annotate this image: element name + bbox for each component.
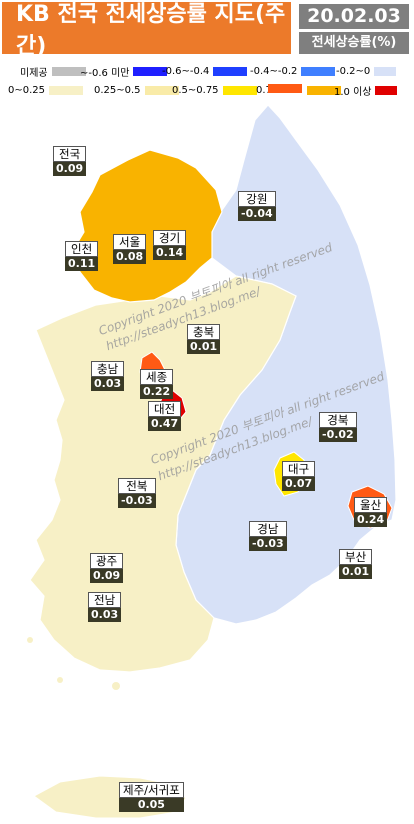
legend-swatch — [301, 66, 336, 76]
region-label-incheon: 인천 0.11 — [65, 241, 99, 271]
legend-swatch — [144, 85, 179, 95]
region-name: 전남 — [88, 592, 122, 608]
region-name: 경남 — [249, 521, 287, 537]
legend-swatch — [51, 66, 86, 76]
region-label-daejeon: 대전 0.47 — [148, 401, 182, 431]
region-label-jeonnam: 전남 0.03 — [88, 592, 122, 622]
region-label-jeju: 제주/서귀포 0.05 — [119, 782, 184, 812]
region-name: 부산 — [339, 549, 373, 565]
region-label-gyeongbuk: 경북 -0.02 — [319, 412, 357, 442]
region-value: -0.04 — [238, 207, 276, 221]
region-value: 0.01 — [187, 340, 221, 354]
region-value: -0.02 — [319, 428, 357, 442]
legend-swatch — [49, 85, 84, 95]
region-name: 광주 — [90, 553, 124, 569]
region-value: 0.11 — [65, 257, 99, 271]
legend-swatch — [133, 66, 168, 76]
region-shape-gyeonggi — [71, 149, 223, 303]
region-label-national: 전국 0.09 — [53, 146, 87, 176]
legend-label: -0.2~0 — [336, 65, 371, 77]
region-value: 0.03 — [88, 608, 122, 622]
region-value: 0.07 — [282, 477, 316, 491]
region-name: 전국 — [53, 146, 87, 162]
legend-item: 1.0 이상 — [334, 82, 398, 98]
region-value: 0.03 — [91, 377, 125, 391]
legend-label: ~-0.6 미만 — [80, 67, 130, 79]
legend-swatch — [222, 85, 257, 95]
region-name: 전북 — [118, 478, 156, 494]
region-name: 경기 — [153, 230, 187, 246]
region-value: 0.09 — [90, 569, 124, 583]
region-value: 0.24 — [354, 513, 388, 527]
region-name: 강원 — [238, 191, 276, 207]
region-name: 제주/서귀포 — [119, 782, 184, 798]
date-badge: 20.02.03 — [299, 4, 409, 29]
legend-item: -0.2~0 — [336, 63, 397, 79]
legend-swatch — [268, 84, 302, 93]
region-label-gyeongnam: 경남 -0.03 — [249, 521, 287, 551]
region-label-ulsan: 울산 0.24 — [354, 497, 388, 527]
legend-swatch — [213, 66, 248, 76]
legend-item: ~-0.6 미만 — [80, 63, 168, 79]
legend-label: -0.6~-0.4 — [162, 65, 210, 77]
region-name: 대전 — [148, 401, 182, 417]
legend-label: 0~0.25 — [8, 84, 46, 96]
legend-swatch — [375, 85, 398, 95]
region-value: 0.08 — [113, 250, 147, 264]
map-title: KB 전국 전세상승률 지도(주간) — [2, 2, 291, 59]
legend-row-1: 미제공 ~-0.6 미만 -0.6~-0.4 -0.4~-0.2 -0.2~0 — [0, 63, 414, 79]
region-label-sejong: 세종 0.22 — [140, 369, 174, 399]
region-value: -0.03 — [249, 537, 287, 551]
region-label-daegu: 대구 0.07 — [282, 461, 316, 491]
region-name: 충남 — [91, 361, 125, 377]
region-name: 충북 — [187, 324, 221, 340]
legend-swatch — [374, 66, 397, 76]
region-value: 0.01 — [339, 565, 373, 579]
region-value: 0.14 — [153, 246, 187, 260]
legend-label: 1.0 이상 — [334, 86, 372, 98]
legend-label: 0.5~0.75 — [172, 84, 219, 96]
legend-item: 0~0.25 — [8, 82, 84, 98]
island-shape — [27, 637, 33, 643]
legend-item: -0.6~-0.4 — [162, 63, 248, 79]
legend-row-2: 0~0.25 0.25~0.5 0.5~0.75 0.75~1.0 1.0 이상 — [0, 82, 414, 98]
region-name: 대구 — [282, 461, 316, 477]
legend-swatch — [306, 85, 341, 95]
legend-label: -0.4~-0.2 — [250, 65, 298, 77]
legend-item: -0.4~-0.2 — [250, 63, 336, 79]
region-label-jeonbuk: 전북 -0.03 — [118, 478, 156, 508]
legend-label: 0.25~0.5 — [94, 84, 141, 96]
region-value: -0.03 — [118, 494, 156, 508]
region-value: 0.09 — [53, 162, 87, 176]
region-label-gangwon: 강원 -0.04 — [238, 191, 276, 221]
legend-label: 미제공 — [20, 67, 48, 79]
legend-item: 0.5~0.75 — [172, 82, 257, 98]
island-shape — [57, 677, 63, 683]
region-label-gyeonggi: 경기 0.14 — [153, 230, 187, 260]
island-shape — [42, 608, 50, 616]
region-value: 0.22 — [140, 385, 174, 399]
region-label-busan: 부산 0.01 — [339, 549, 373, 579]
island-shape — [112, 682, 120, 690]
region-value: 0.05 — [119, 798, 184, 812]
region-name: 경북 — [319, 412, 357, 428]
region-label-gwangju: 광주 0.09 — [90, 553, 124, 583]
region-label-seoul: 서울 0.08 — [113, 234, 147, 264]
region-label-chungbuk: 충북 0.01 — [187, 324, 221, 354]
region-value: 0.47 — [148, 417, 182, 431]
unit-badge: 전세상승률(%) — [299, 32, 409, 54]
region-name: 인천 — [65, 241, 99, 257]
region-name: 울산 — [354, 497, 388, 513]
legend-item: 미제공 — [20, 63, 86, 79]
region-name: 세종 — [140, 369, 174, 385]
region-name: 서울 — [113, 234, 147, 250]
legend-item: 0.25~0.5 — [94, 82, 179, 98]
region-label-chungnam: 충남 0.03 — [91, 361, 125, 391]
